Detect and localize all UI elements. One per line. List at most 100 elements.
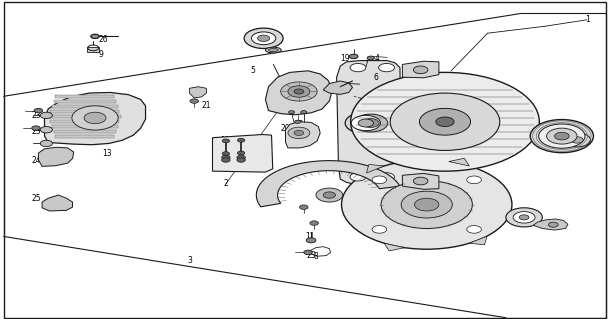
Text: 16: 16 bbox=[565, 141, 575, 150]
Circle shape bbox=[467, 226, 481, 233]
Polygon shape bbox=[52, 125, 118, 128]
Ellipse shape bbox=[265, 47, 281, 53]
Text: 17: 17 bbox=[212, 153, 221, 162]
Polygon shape bbox=[54, 100, 116, 103]
Circle shape bbox=[251, 32, 276, 45]
Circle shape bbox=[40, 140, 52, 147]
Text: 18: 18 bbox=[392, 83, 401, 92]
Polygon shape bbox=[56, 95, 114, 98]
Circle shape bbox=[323, 192, 336, 198]
Circle shape bbox=[237, 158, 245, 162]
Polygon shape bbox=[91, 35, 99, 38]
Text: 26: 26 bbox=[98, 35, 108, 44]
Polygon shape bbox=[54, 130, 116, 133]
Circle shape bbox=[571, 137, 583, 143]
Polygon shape bbox=[403, 173, 439, 189]
Circle shape bbox=[221, 155, 230, 160]
Circle shape bbox=[300, 205, 308, 209]
Text: 23: 23 bbox=[31, 111, 41, 120]
Circle shape bbox=[221, 158, 230, 162]
Circle shape bbox=[294, 89, 304, 94]
Circle shape bbox=[91, 34, 99, 39]
Circle shape bbox=[237, 155, 245, 160]
Circle shape bbox=[40, 126, 52, 133]
Circle shape bbox=[414, 177, 428, 185]
Polygon shape bbox=[384, 243, 404, 251]
Circle shape bbox=[34, 108, 43, 113]
Circle shape bbox=[289, 111, 295, 114]
Polygon shape bbox=[42, 195, 73, 211]
Text: 12: 12 bbox=[220, 136, 229, 145]
Text: 1: 1 bbox=[586, 15, 590, 24]
Circle shape bbox=[351, 72, 539, 171]
Text: 7: 7 bbox=[364, 60, 368, 69]
Polygon shape bbox=[212, 134, 273, 172]
Text: 11: 11 bbox=[305, 232, 315, 241]
Circle shape bbox=[564, 133, 590, 147]
Polygon shape bbox=[50, 110, 120, 113]
Text: 23: 23 bbox=[306, 251, 316, 260]
Circle shape bbox=[414, 66, 428, 74]
Polygon shape bbox=[56, 135, 114, 138]
Polygon shape bbox=[285, 122, 320, 148]
Circle shape bbox=[301, 111, 307, 114]
Ellipse shape bbox=[345, 112, 387, 134]
Circle shape bbox=[539, 124, 585, 148]
Ellipse shape bbox=[351, 116, 381, 131]
Text: 5: 5 bbox=[251, 66, 256, 75]
Circle shape bbox=[372, 176, 387, 184]
Ellipse shape bbox=[268, 49, 278, 52]
Text: 3: 3 bbox=[187, 256, 192, 265]
Polygon shape bbox=[265, 71, 332, 115]
Polygon shape bbox=[48, 115, 121, 118]
Polygon shape bbox=[403, 61, 439, 78]
Circle shape bbox=[295, 120, 301, 123]
Circle shape bbox=[294, 130, 304, 135]
Circle shape bbox=[506, 208, 542, 227]
Polygon shape bbox=[45, 92, 146, 145]
Circle shape bbox=[513, 212, 535, 223]
Circle shape bbox=[350, 173, 366, 181]
Circle shape bbox=[467, 176, 481, 184]
Circle shape bbox=[306, 238, 316, 243]
Polygon shape bbox=[323, 81, 353, 94]
Circle shape bbox=[547, 128, 577, 144]
Circle shape bbox=[530, 120, 594, 153]
Circle shape bbox=[436, 117, 454, 126]
Circle shape bbox=[415, 198, 439, 211]
Polygon shape bbox=[256, 161, 400, 207]
Circle shape bbox=[310, 221, 318, 225]
Circle shape bbox=[222, 139, 229, 143]
Text: 24: 24 bbox=[31, 156, 41, 165]
Polygon shape bbox=[367, 164, 384, 173]
Circle shape bbox=[316, 188, 343, 202]
Polygon shape bbox=[38, 147, 74, 166]
Circle shape bbox=[372, 226, 387, 233]
Text: 10: 10 bbox=[422, 183, 431, 192]
Circle shape bbox=[519, 215, 529, 220]
Circle shape bbox=[304, 250, 312, 255]
Text: 4: 4 bbox=[375, 53, 379, 62]
Circle shape bbox=[379, 63, 395, 72]
Circle shape bbox=[244, 28, 283, 49]
Circle shape bbox=[420, 108, 470, 135]
Polygon shape bbox=[533, 219, 568, 230]
Circle shape bbox=[281, 82, 317, 101]
Circle shape bbox=[554, 132, 569, 140]
Circle shape bbox=[381, 181, 472, 228]
Circle shape bbox=[390, 93, 500, 150]
Text: 23: 23 bbox=[31, 127, 41, 136]
Circle shape bbox=[222, 152, 229, 156]
Circle shape bbox=[342, 160, 512, 249]
Text: 22: 22 bbox=[294, 120, 304, 129]
Text: 21: 21 bbox=[202, 101, 211, 110]
Circle shape bbox=[84, 112, 106, 124]
Text: 25: 25 bbox=[31, 194, 41, 203]
Polygon shape bbox=[50, 120, 120, 123]
Polygon shape bbox=[52, 105, 118, 108]
Polygon shape bbox=[449, 158, 469, 166]
Text: 15: 15 bbox=[548, 128, 558, 137]
Polygon shape bbox=[87, 47, 99, 52]
Text: 13: 13 bbox=[102, 149, 112, 158]
Polygon shape bbox=[189, 87, 206, 98]
